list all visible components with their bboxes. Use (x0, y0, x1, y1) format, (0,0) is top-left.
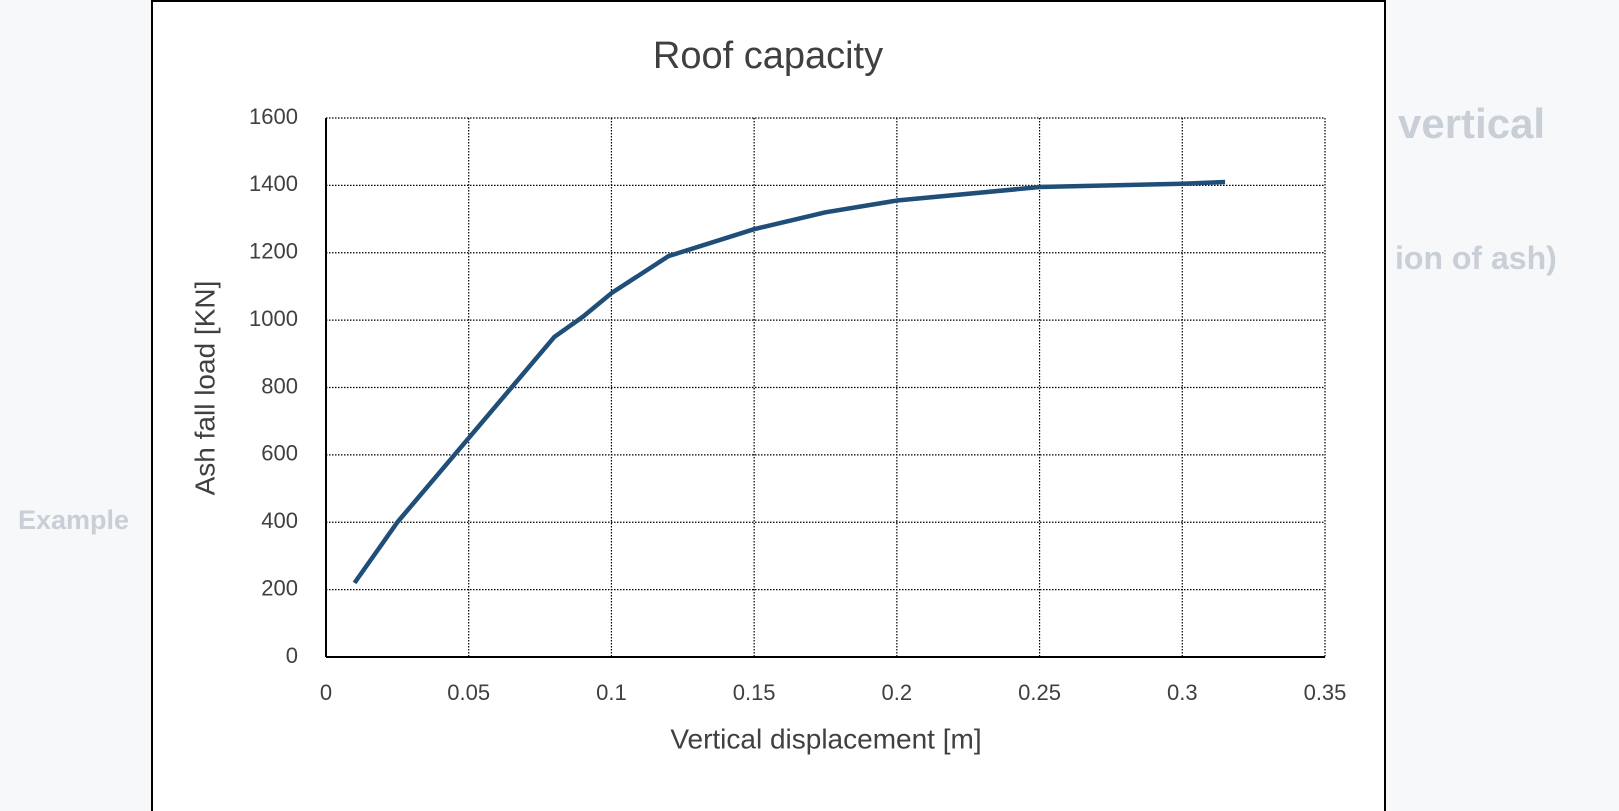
slide: {"slide": {"background_texts": ["vertica… (0, 0, 1619, 811)
y-axis-label: Ash fall load [KN] (189, 281, 220, 496)
y-tick-label: 1200 (249, 239, 298, 264)
x-tick-label: 0.35 (1304, 680, 1347, 705)
y-tick-label: 1600 (249, 104, 298, 129)
y-tick-label: 1400 (249, 171, 298, 196)
x-tick-label: 0.2 (882, 680, 913, 705)
y-tick-label: 0 (286, 643, 298, 668)
x-tick-label: 0.1 (596, 680, 627, 705)
y-tick-label: 1000 (249, 306, 298, 331)
y-tick-label: 600 (261, 441, 298, 466)
chart: Roof capacity Vertical displacement [m] … (0, 0, 1619, 811)
x-tick-label: 0.25 (1018, 680, 1061, 705)
y-tick-label: 400 (261, 508, 298, 533)
y-tick-label: 800 (261, 373, 298, 398)
x-tick-label: 0.3 (1167, 680, 1198, 705)
x-axis-label: Vertical displacement [m] (670, 723, 981, 754)
x-tick-label: 0.15 (733, 680, 776, 705)
chart-title: Roof capacity (653, 35, 883, 77)
y-tick-label: 200 (261, 575, 298, 600)
x-tick-label: 0 (320, 680, 332, 705)
x-tick-label: 0.05 (447, 680, 490, 705)
